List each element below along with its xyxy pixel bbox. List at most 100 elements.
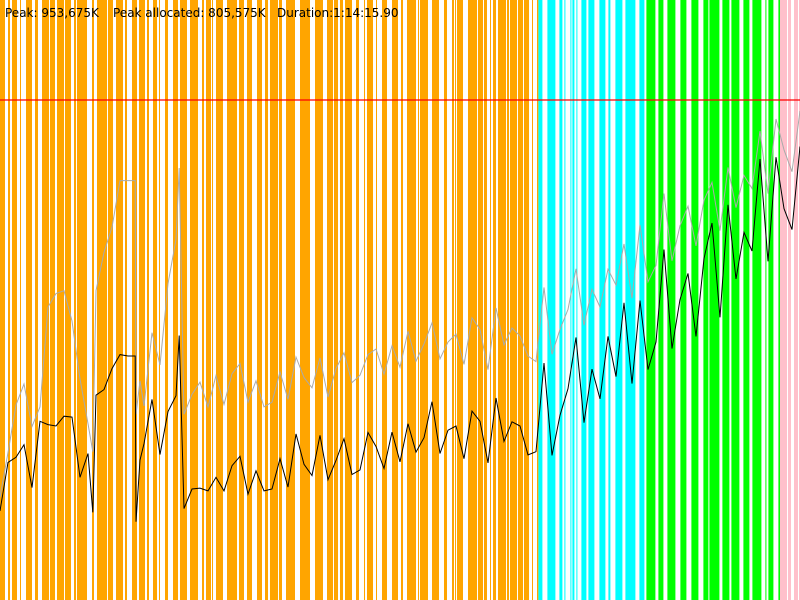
phase-band-orange (147, 0, 149, 600)
series-lines (0, 110, 800, 522)
peak-memory-series-line (0, 110, 800, 497)
phase-band-cyan (639, 0, 645, 600)
phase-band-orange (132, 0, 137, 600)
phase-band-orange (35, 0, 38, 600)
phase-band-orange (247, 0, 252, 600)
phase-band-orange (407, 0, 416, 600)
phase-band-cyan (615, 0, 623, 600)
phase-band-orange (77, 0, 87, 600)
phase-band-orange (42, 0, 49, 600)
phase-band-orange (65, 0, 71, 600)
phase-band-green (658, 0, 664, 600)
phase-band-orange (286, 0, 295, 600)
phase-band-orange (125, 0, 127, 600)
phase-band-cyan (547, 0, 556, 600)
phase-band-green (768, 0, 774, 600)
phase-band-orange (334, 0, 338, 600)
phase-band-green (646, 0, 656, 600)
phase-band-orange (478, 0, 483, 600)
phase-band-orange (327, 0, 333, 600)
phase-band-orange (206, 0, 211, 600)
phase-band-orange (74, 0, 76, 600)
phase-band-green (680, 0, 687, 600)
phase-band-orange (524, 0, 529, 600)
phase-band-orange (382, 0, 387, 600)
phase-band-orange (356, 0, 359, 600)
phase-band-orange (265, 0, 268, 600)
phase-band-orange (180, 0, 187, 600)
phase-band-orange (279, 0, 282, 600)
phase-band-orange (457, 0, 463, 600)
phase-band-orange (270, 0, 278, 600)
phase-band-cyan (572, 0, 575, 600)
phase-band-orange (190, 0, 198, 600)
phase-band-orange (92, 0, 94, 600)
phase-band-orange (493, 0, 496, 600)
peak-allocated-label: Peak allocated: 805,575K (113, 6, 267, 20)
phase-band-orange (420, 0, 428, 600)
phase-band-orange (139, 0, 145, 600)
phase-band-orange (518, 0, 523, 600)
phase-band-orange (418, 0, 419, 600)
phase-band-orange (340, 0, 343, 600)
phase-band-orange (401, 0, 403, 600)
phase-band-green (752, 0, 762, 600)
phase-band-orange (532, 0, 533, 600)
phase-band-pink (780, 0, 787, 600)
phase-band-orange (345, 0, 352, 600)
phase-band-cyan (588, 0, 595, 600)
duration-label: Duration:1:14:15.90 (277, 6, 399, 20)
phase-band-orange (20, 0, 21, 600)
phase-band-green (691, 0, 699, 600)
phase-band-pink (788, 0, 791, 600)
phase-band-orange (498, 0, 506, 600)
phase-band-cyan (570, 0, 572, 600)
phase-band-green (722, 0, 730, 600)
phase-band-orange (0, 0, 5, 600)
phase-band-orange (116, 0, 123, 600)
phase-band-orange (8, 0, 10, 600)
phase-band-orange (216, 0, 223, 600)
phase-band-orange (159, 0, 160, 600)
phase-band-orange (257, 0, 262, 600)
phase-band-orange (239, 0, 244, 600)
phase-band-orange (444, 0, 447, 600)
phase-band-orange (227, 0, 237, 600)
phase-band-orange (212, 0, 213, 600)
phase-band-orange (202, 0, 204, 600)
phase-band-cyan (576, 0, 578, 600)
phase-band-cyan (564, 0, 566, 600)
phase-band-orange (12, 0, 17, 600)
phase-band-orange (173, 0, 178, 600)
phase-band-green (731, 0, 740, 600)
phase-band-orange (452, 0, 454, 600)
phase-band-orange (432, 0, 439, 600)
phase-band-green (778, 0, 780, 600)
phase-band-orange (376, 0, 377, 600)
phase-band-pink (794, 0, 798, 600)
peak-label: Peak: 953,675K (5, 6, 100, 20)
allocated-memory-series-line (0, 146, 800, 522)
phase-band-cyan (625, 0, 636, 600)
phase-band-cyan (559, 0, 563, 600)
phase-band-green (709, 0, 720, 600)
phase-band-orange (153, 0, 157, 600)
phase-band-orange (108, 0, 113, 600)
phase-band-orange (367, 0, 373, 600)
phase-band-orange (468, 0, 477, 600)
phase-band-orange (364, 0, 365, 600)
phase-band-cyan (581, 0, 587, 600)
phase-band-cyan (599, 0, 606, 600)
phase-band-orange (315, 0, 323, 600)
phase-band-orange (455, 0, 456, 600)
phase-band-green (743, 0, 750, 600)
phase-band-orange (507, 0, 509, 600)
phase-band-orange (537, 0, 539, 600)
phase-band-green (703, 0, 709, 600)
phase-band-orange (490, 0, 491, 600)
phase-band-cyan (538, 0, 543, 600)
phase-band-orange (300, 0, 310, 600)
phase-band-orange (26, 0, 32, 600)
